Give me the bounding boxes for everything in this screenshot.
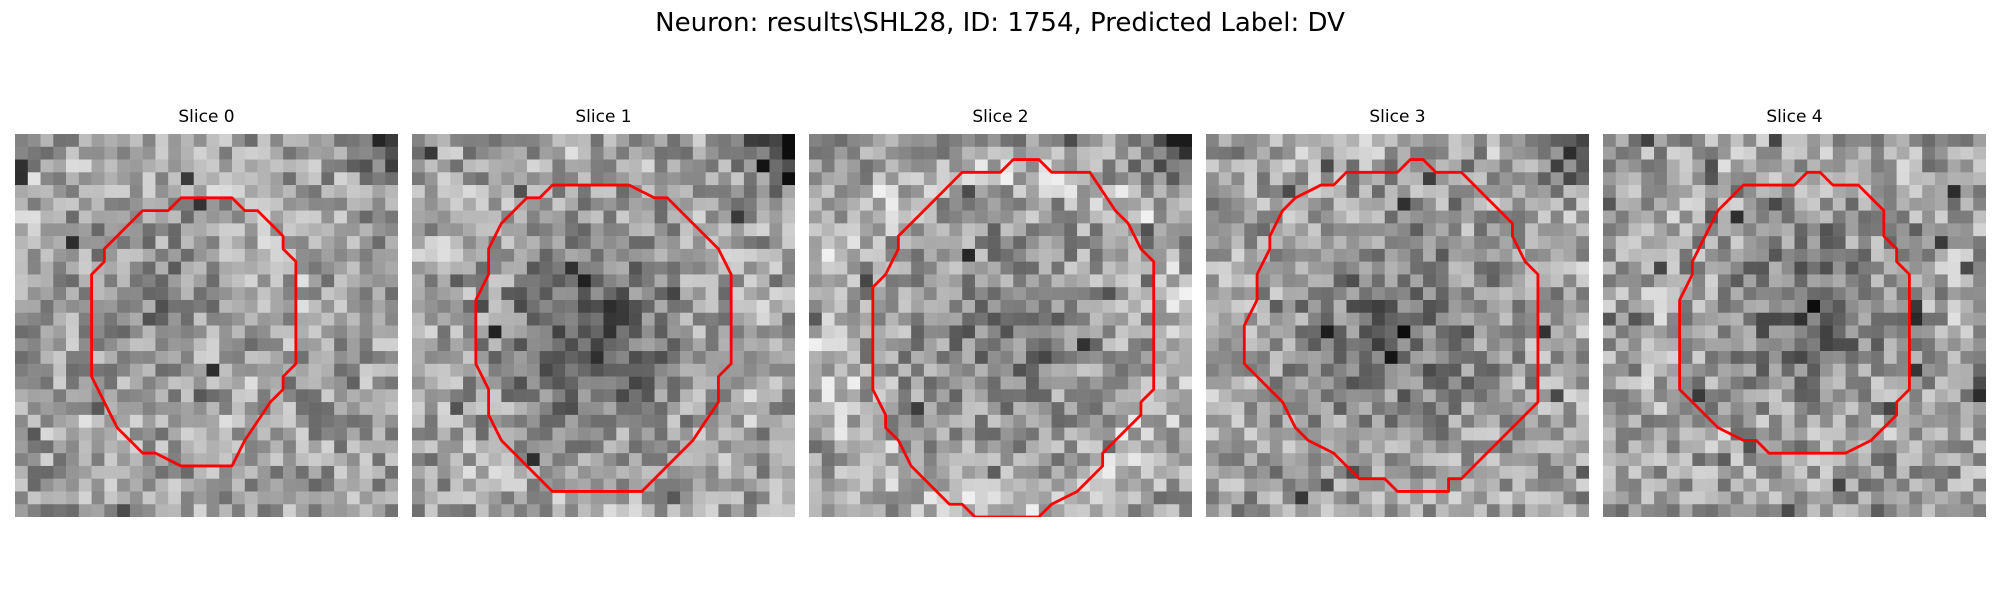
contour-outline [1678, 170, 1911, 455]
slice-image-2 [809, 134, 1192, 517]
slice-title: Slice 0 [178, 107, 235, 127]
figure-title: Neuron: results\SHL28, ID: 1754, Predict… [655, 8, 1345, 38]
contour-outline [90, 196, 298, 468]
contour-outline [871, 158, 1156, 517]
contour-outline [474, 183, 733, 493]
slice-image-4 [1603, 134, 1986, 517]
slice-image-0 [15, 134, 398, 517]
slice-panel-0: Slice 0 [15, 106, 398, 518]
slice-title: Slice 2 [972, 107, 1029, 127]
slice-title: Slice 1 [575, 107, 632, 127]
slice-title: Slice 3 [1369, 107, 1426, 127]
slice-panel-3: Slice 3 [1206, 106, 1589, 518]
slice-panel-4: Slice 4 [1603, 106, 1986, 518]
slice-title: Slice 4 [1766, 107, 1823, 127]
slice-image-1 [412, 134, 795, 517]
slice-panel-2: Slice 2 [809, 106, 1192, 518]
contour-outline [1242, 158, 1540, 493]
slice-panel-1: Slice 1 [412, 106, 795, 518]
slice-image-3 [1206, 134, 1589, 517]
